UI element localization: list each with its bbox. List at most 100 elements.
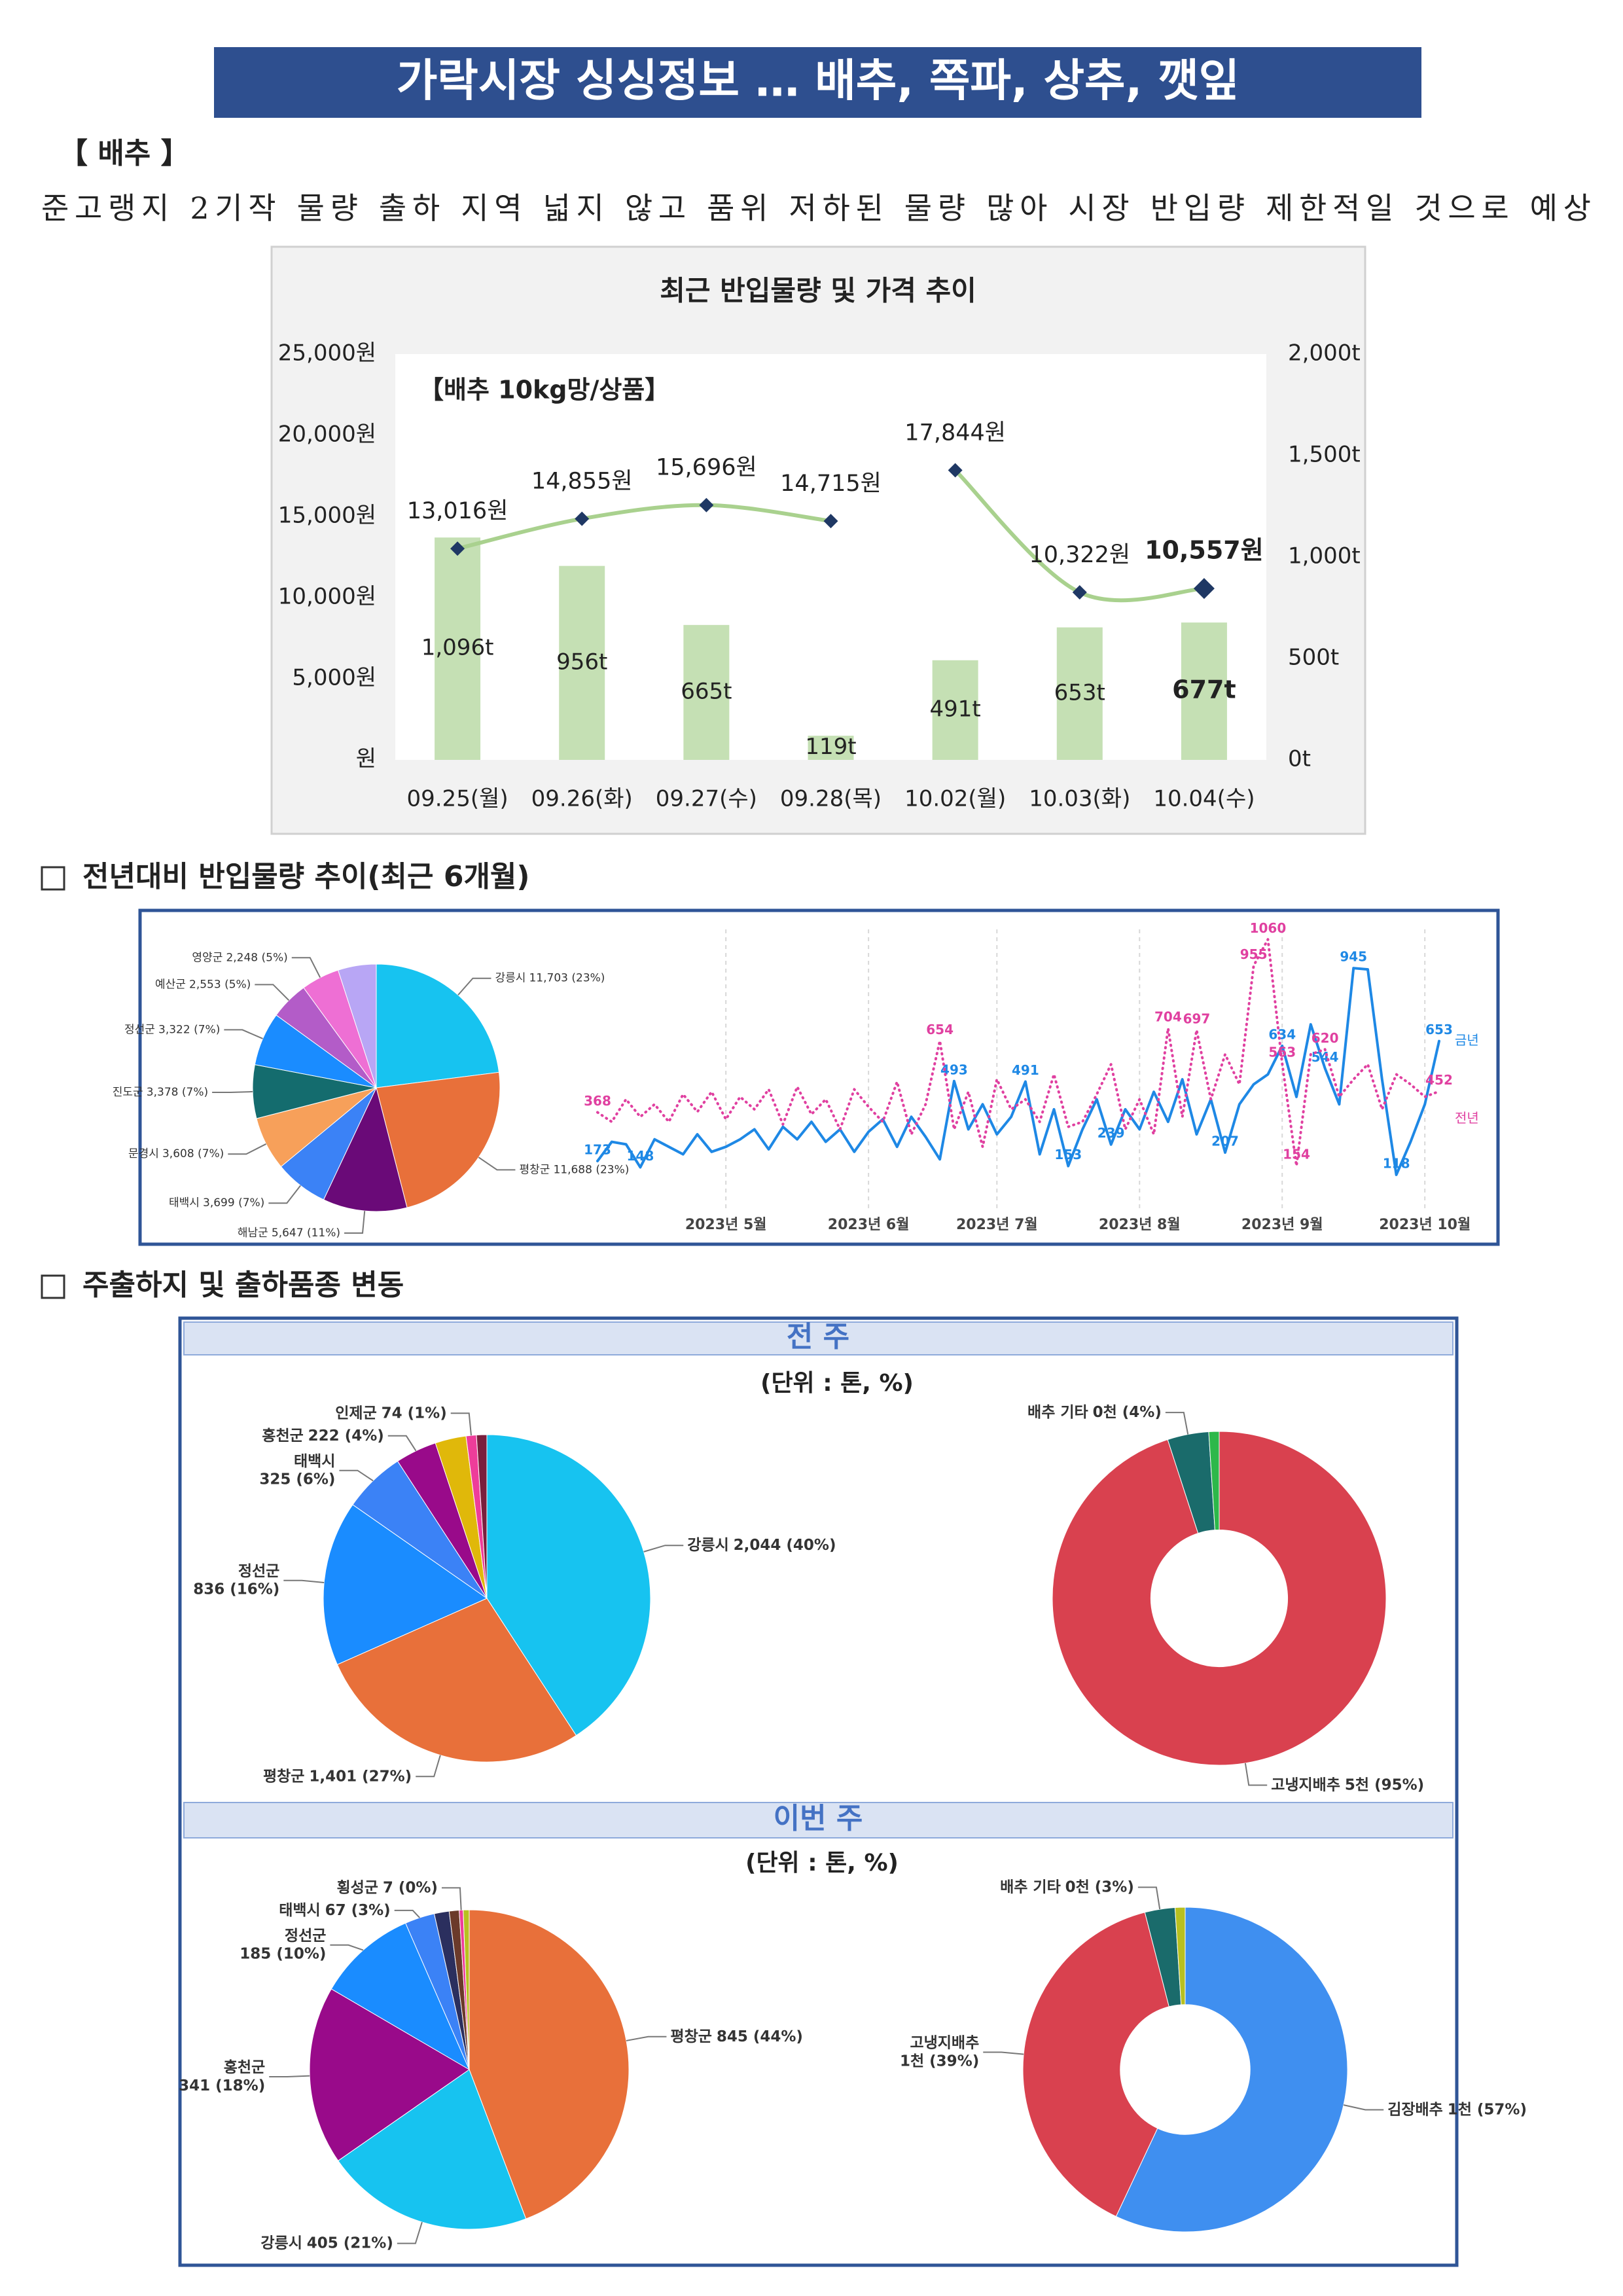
y2-tick-label: 1,500t (1288, 442, 1361, 468)
slice-value: 2,553 (5%) (189, 978, 251, 991)
slice-value: 405 (21%) (307, 2234, 393, 2251)
y-tick-label: 10,000원 (278, 584, 376, 610)
slice-label: 고냉지배추 1천 (39%) (900, 2034, 979, 2070)
data-label: 563 (1268, 1045, 1296, 1060)
slice-category: 인제군 (335, 1405, 376, 1422)
leader-line (1165, 1412, 1189, 1435)
slice-label: 정선군 836 (16%) (193, 1562, 279, 1598)
data-label: 491t (930, 696, 981, 722)
slice-value: 1,401 (27%) (309, 1768, 412, 1785)
x-tick-label: 2023년 8월 (1099, 1217, 1181, 1233)
page-title: 가락시장 싱싱정보 … 배추, 쪽파, 상추, 깻잎 (397, 56, 1240, 107)
slice-category: 평창군 (670, 2028, 711, 2045)
slice (323, 1086, 408, 1212)
slice (1115, 1907, 1348, 2233)
slice-label: 예산군 2,553 (5%) (155, 978, 251, 991)
slice-label: 문경시 3,608 (7%) (128, 1147, 224, 1160)
slice-value: 67 (3%) (325, 1901, 391, 1918)
slice-category: 배추 기타 (1000, 1878, 1061, 1895)
bar (808, 736, 854, 760)
slice-value: 1천 (39%) (900, 2053, 979, 2070)
leader-line (1343, 2104, 1384, 2111)
slice (469, 1909, 630, 2219)
series-line (596, 938, 1440, 1168)
data-label: 14,855원 (531, 469, 633, 495)
slice-category: 정선군 (238, 1562, 279, 1579)
slice-value: 5,647 (11%) (272, 1227, 340, 1240)
data-label: 17,844원 (904, 420, 1006, 446)
slice (1052, 1431, 1387, 1766)
slice-category: 고냉지배추 (1271, 1776, 1340, 1793)
slice (1022, 1912, 1169, 2217)
y2-tick-label: 500t (1288, 645, 1339, 671)
leader-line (643, 1545, 684, 1552)
x-tick-label: 2023년 10월 (1379, 1217, 1471, 1233)
x-tick-label: 2023년 7월 (956, 1217, 1038, 1233)
slice-label: 강릉시 405 (21%) (260, 2234, 393, 2251)
slice-category: 정선군 (124, 1023, 155, 1036)
data-label: 1,096t (421, 635, 494, 661)
chart-title: 최근 반입물량 및 가격 추이 (660, 275, 976, 307)
leader-line (268, 1185, 301, 1204)
slice-category: 횡성군 (336, 1879, 378, 1896)
summary: 준고랭지 2기작 물량 출하 지역 넓지 않고 품위 저하된 물량 많아 시장 … (41, 190, 1591, 226)
leader-line (397, 2221, 423, 2244)
bar (1056, 627, 1103, 760)
panel-label: 전 주 (787, 1320, 849, 1354)
slice-label: 진도군 3,378 (7%) (113, 1086, 208, 1099)
slice-value: 2,248 (5%) (226, 951, 287, 964)
data-label: 368 (584, 1093, 611, 1109)
slice-label: 태백시 3,699 (7%) (169, 1196, 264, 1210)
bar (559, 565, 605, 760)
slice-label: 강릉시 2,044 (40%) (687, 1537, 836, 1554)
leader-line (1137, 1886, 1161, 1910)
slice (486, 1434, 651, 1736)
data-label: 665t (681, 678, 732, 704)
bar (683, 624, 730, 760)
slice-value: 185 (10%) (240, 1945, 326, 1962)
slice-value: 11,688 (23%) (553, 1163, 629, 1176)
y-tick-label: 원 (356, 746, 376, 772)
x-tick-label: 10.04(수) (1153, 786, 1255, 812)
slice-label: 홍천군 341 (18%) (179, 2059, 265, 2094)
data-label: 1060 (1250, 920, 1287, 936)
marker (699, 497, 714, 512)
data-label: 13,016원 (407, 498, 508, 524)
bar (932, 660, 978, 760)
slice (463, 1909, 470, 2070)
slice-value: 11,703 (23%) (529, 972, 605, 985)
x-tick-label: 2023년 6월 (828, 1217, 910, 1233)
bar (1181, 622, 1227, 760)
slice-category: 정선군 (285, 1927, 326, 1944)
slice-label: 홍천군 222 (4%) (262, 1427, 383, 1444)
slice-category: 문경시 (128, 1147, 159, 1160)
slice-category: 김장배추 (1387, 2101, 1443, 2118)
x-tick-label: 10.03(화) (1029, 786, 1130, 812)
plot-area (395, 354, 1266, 760)
y2-tick-label: 1,000t (1288, 543, 1361, 569)
data-label: 10,322원 (1029, 542, 1130, 568)
slice-label: 평창군 1,401 (27%) (263, 1768, 412, 1785)
data-label: 677t (1172, 675, 1236, 704)
slice-category: 영양군 (192, 951, 223, 964)
slice-value: 836 (16%) (193, 1581, 279, 1598)
slice-category: 강릉시 (687, 1537, 728, 1554)
slice-value: 2,044 (40%) (734, 1537, 836, 1554)
slice (1208, 1431, 1220, 1531)
data-label: 118 (1383, 1155, 1410, 1171)
x-tick-label: 09.28(목) (780, 786, 882, 812)
y-tick-label: 25,000원 (278, 340, 376, 367)
data-label: 956t (556, 649, 607, 675)
slice (376, 1071, 501, 1208)
slice (330, 1922, 471, 2071)
checkbox (41, 866, 65, 891)
leader-line (457, 977, 491, 996)
panel-band (183, 1802, 1454, 1839)
slice-value: 341 (18%) (179, 2077, 265, 2094)
x-tick-label: 09.27(수) (656, 786, 757, 812)
slice-value: 74 (1%) (382, 1405, 447, 1422)
x-tick-label: 09.25(월) (406, 786, 508, 812)
slice-category: 해남군 (238, 1227, 268, 1240)
